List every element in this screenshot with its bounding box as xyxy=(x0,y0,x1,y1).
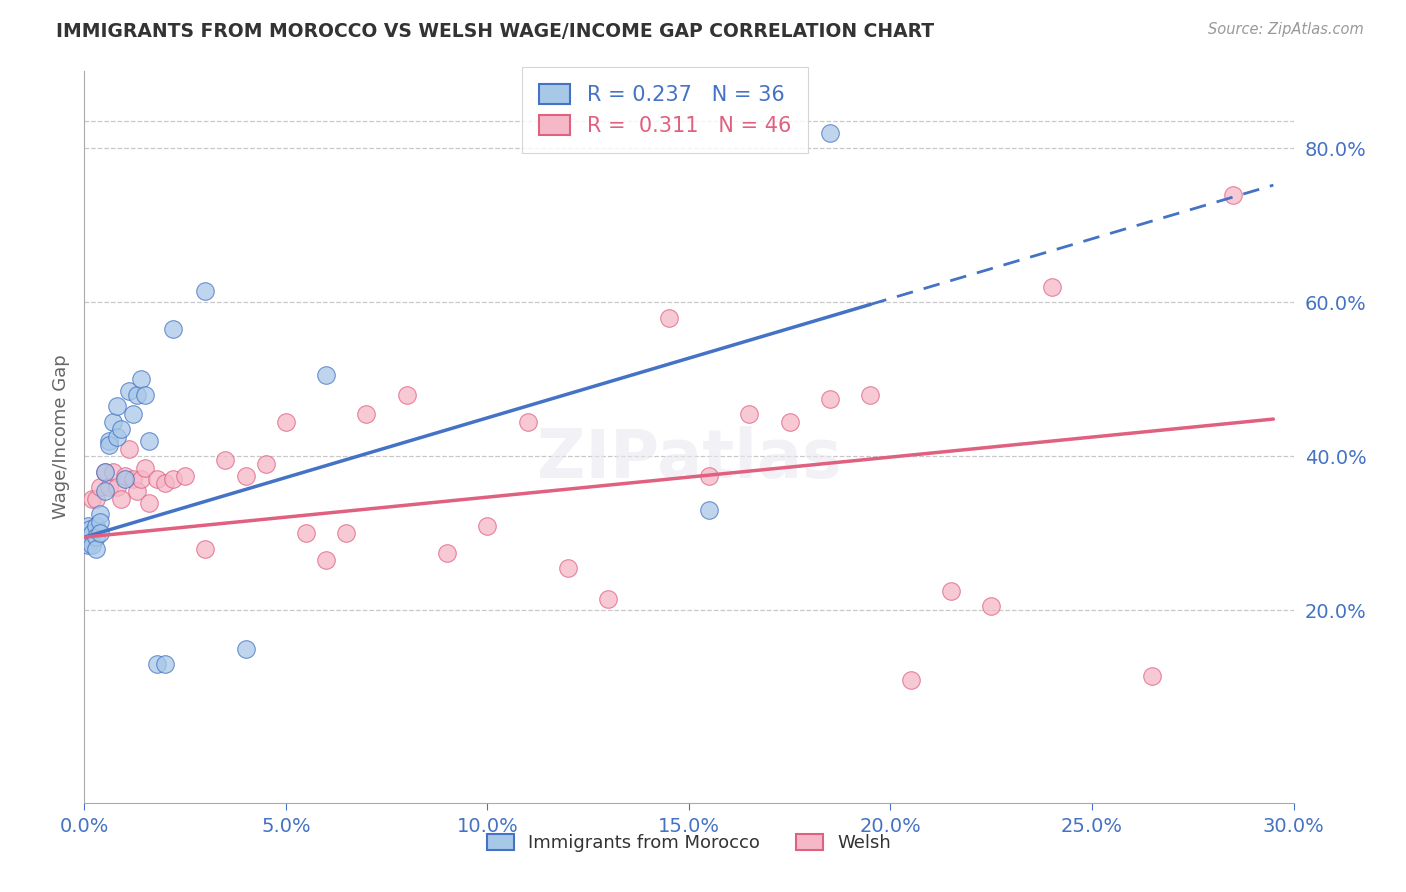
Point xyxy=(97,434,120,448)
Point xyxy=(1222,187,1244,202)
Point xyxy=(77,530,100,544)
Point xyxy=(174,468,197,483)
Point xyxy=(89,507,111,521)
Point xyxy=(89,480,111,494)
Point xyxy=(939,584,962,599)
Point xyxy=(235,468,257,483)
Point xyxy=(315,553,337,567)
Point xyxy=(82,538,104,552)
Point xyxy=(194,541,217,556)
Point xyxy=(93,483,115,498)
Point xyxy=(89,526,111,541)
Point xyxy=(335,526,357,541)
Point xyxy=(477,518,499,533)
Point xyxy=(235,641,257,656)
Point xyxy=(295,526,318,541)
Point xyxy=(105,399,128,413)
Point xyxy=(86,491,108,506)
Point xyxy=(859,388,882,402)
Point xyxy=(105,480,128,494)
Point xyxy=(129,472,152,486)
Point xyxy=(138,434,160,448)
Point xyxy=(146,657,169,672)
Point xyxy=(82,491,104,506)
Point xyxy=(738,407,761,421)
Point xyxy=(214,453,236,467)
Point xyxy=(194,284,217,298)
Point xyxy=(1142,669,1164,683)
Point xyxy=(1040,280,1063,294)
Point xyxy=(101,465,124,479)
Point xyxy=(153,476,176,491)
Point xyxy=(110,491,132,506)
Point xyxy=(134,461,156,475)
Text: IMMIGRANTS FROM MOROCCO VS WELSH WAGE/INCOME GAP CORRELATION CHART: IMMIGRANTS FROM MOROCCO VS WELSH WAGE/IN… xyxy=(56,22,935,41)
Point xyxy=(93,465,115,479)
Point xyxy=(153,657,176,672)
Point xyxy=(658,310,681,325)
Point xyxy=(818,392,841,406)
Point xyxy=(110,422,132,436)
Point xyxy=(557,561,579,575)
Point xyxy=(86,541,108,556)
Point xyxy=(77,518,100,533)
Point xyxy=(162,472,184,486)
Point xyxy=(356,407,378,421)
Point xyxy=(818,126,841,140)
Point xyxy=(125,388,148,402)
Point xyxy=(598,591,620,606)
Point xyxy=(697,468,720,483)
Point xyxy=(779,415,801,429)
Point xyxy=(75,530,97,544)
Point xyxy=(97,480,120,494)
Point xyxy=(82,526,104,541)
Point xyxy=(105,430,128,444)
Point xyxy=(697,503,720,517)
Point xyxy=(86,518,108,533)
Point xyxy=(980,599,1002,614)
Point xyxy=(118,384,141,398)
Point xyxy=(162,322,184,336)
Text: Source: ZipAtlas.com: Source: ZipAtlas.com xyxy=(1208,22,1364,37)
Point xyxy=(274,415,297,429)
Point xyxy=(97,438,120,452)
Point xyxy=(101,415,124,429)
Point xyxy=(129,372,152,386)
Point xyxy=(118,442,141,456)
Point xyxy=(254,457,277,471)
Legend: Immigrants from Morocco, Welsh: Immigrants from Morocco, Welsh xyxy=(479,827,898,860)
Point xyxy=(121,472,143,486)
Point xyxy=(315,368,337,383)
Point xyxy=(114,472,136,486)
Point xyxy=(436,545,458,559)
Point xyxy=(77,538,100,552)
Text: ZIPatlas: ZIPatlas xyxy=(537,426,841,492)
Point xyxy=(900,673,922,687)
Point xyxy=(86,530,108,544)
Point xyxy=(125,483,148,498)
Point xyxy=(79,523,101,537)
Point xyxy=(395,388,418,402)
Point xyxy=(146,472,169,486)
Y-axis label: Wage/Income Gap: Wage/Income Gap xyxy=(52,355,70,519)
Point xyxy=(134,388,156,402)
Point xyxy=(93,465,115,479)
Point xyxy=(516,415,538,429)
Point xyxy=(138,495,160,509)
Point xyxy=(89,515,111,529)
Point xyxy=(114,468,136,483)
Point xyxy=(121,407,143,421)
